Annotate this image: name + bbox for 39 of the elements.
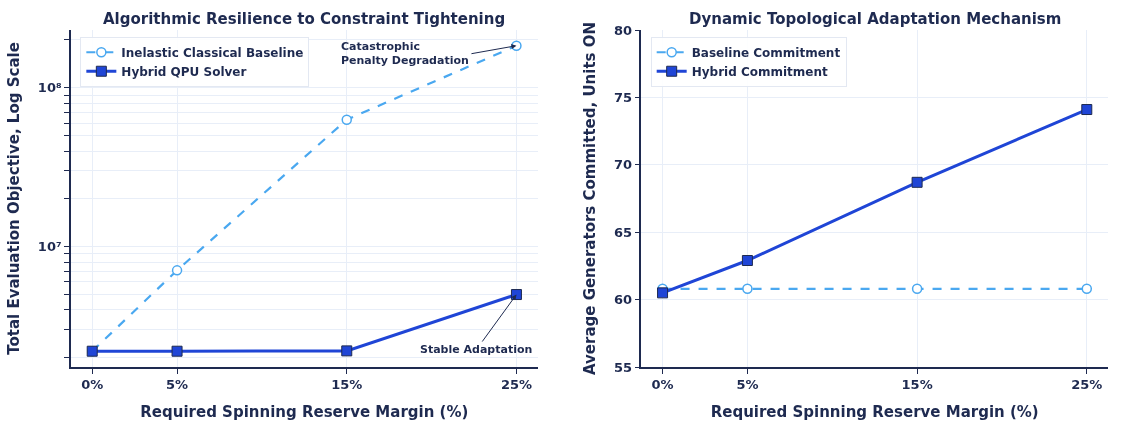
y-axis-title: Total Evaluation Objective, Log Scale <box>4 42 23 355</box>
point <box>1081 283 1093 295</box>
y-tick-label: 75 <box>613 89 632 105</box>
chart-title: Algorithmic Resilience to Constraint Tightening <box>103 10 506 28</box>
legend-label: Hybrid Commitment <box>691 64 829 79</box>
point <box>911 176 923 188</box>
x-tick-label: 5% <box>736 377 759 393</box>
y-tick-label: 10⁸ <box>37 80 62 96</box>
legend-label: Baseline Commitment <box>691 45 841 60</box>
point <box>341 114 352 125</box>
legend-label: Inelastic Classical Baseline <box>121 45 304 60</box>
y-tick-label: 65 <box>613 224 632 240</box>
point <box>657 287 669 299</box>
y-tick-label: 70 <box>613 157 632 173</box>
y-tick-label: 60 <box>613 292 632 308</box>
x-tick-label: 25% <box>1071 377 1103 393</box>
x-tick-label: 5% <box>166 377 189 393</box>
y-tick-label: 55 <box>613 359 632 375</box>
x-tick-label: 0% <box>81 377 104 393</box>
point <box>341 345 353 357</box>
annotation: Catastrophic Penalty Degradation <box>341 40 469 68</box>
x-tick-label: 15% <box>331 377 363 393</box>
legend-label: Hybrid QPU Solver <box>121 64 247 79</box>
point <box>742 283 753 295</box>
point <box>1081 104 1093 116</box>
x-tick-label: 15% <box>901 377 933 393</box>
x-tick-label: 25% <box>500 377 532 393</box>
x-axis-title: Required Spinning Reserve Margin (%) <box>710 402 1039 421</box>
y-axis-title: Average Generators Committed, Units ON <box>580 21 599 376</box>
point <box>911 283 923 295</box>
y-tick-label: 80 <box>613 22 632 38</box>
point <box>171 345 183 357</box>
x-axis-title: Required Spinning Reserve Margin (%) <box>140 402 469 421</box>
point <box>741 255 753 267</box>
x-tick-label: 0% <box>651 377 674 393</box>
y-tick-label: 10⁷ <box>37 239 62 255</box>
point <box>171 265 183 276</box>
chart-title: Dynamic Topological Adaptation Mechanism <box>689 10 1062 28</box>
annotation: Stable Adaptation <box>420 343 533 356</box>
